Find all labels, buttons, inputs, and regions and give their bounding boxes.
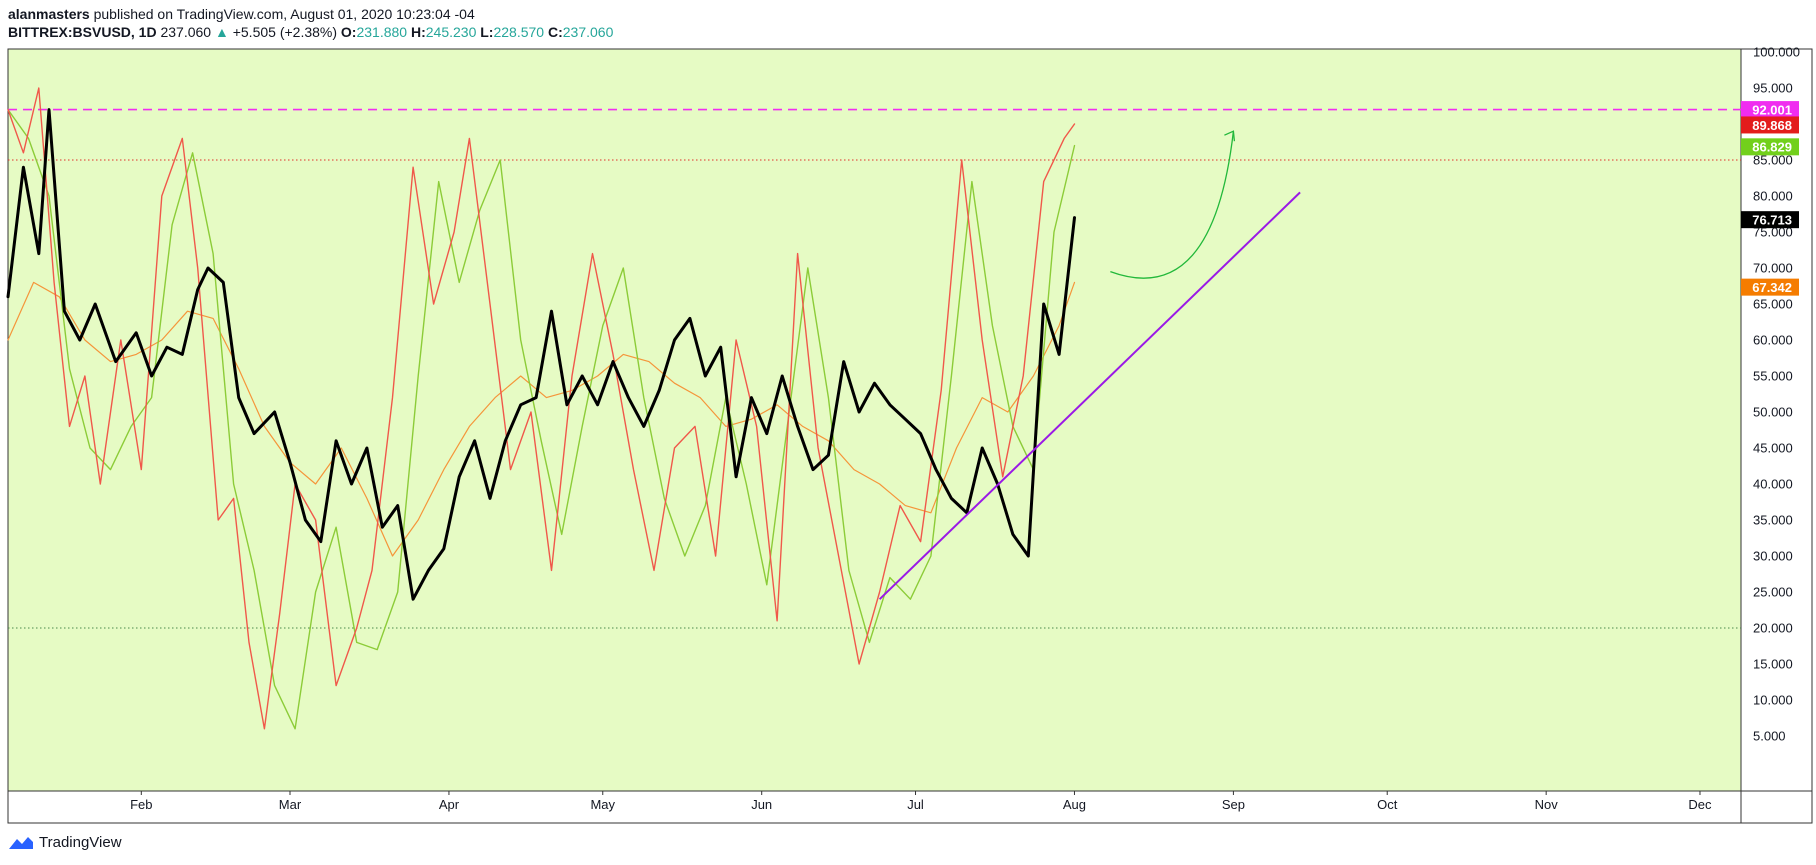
- price-chart[interactable]: 5.000 10.000 15.000 20.000 25.000 30.000 35.00…: [0, 0, 1816, 830]
- open-value: 231.880: [356, 24, 408, 40]
- price-tick: 20.000: [1753, 621, 1793, 636]
- series-line-1: [7, 108, 1076, 730]
- time-tick: Apr: [439, 797, 460, 812]
- price-tick: 80.000: [1753, 189, 1793, 204]
- price-tick: 15.000: [1753, 657, 1793, 672]
- publish-info: alanmasters published on TradingView.com…: [8, 6, 475, 22]
- time-tick: Jun: [751, 797, 772, 812]
- tradingview-logo-icon: [9, 836, 33, 849]
- series-line-0: [7, 281, 1076, 557]
- chart-frame: [7, 48, 1813, 824]
- high-value: 245.230: [425, 24, 477, 40]
- price-tick: 85.000: [1753, 153, 1793, 168]
- price-label-bg: [1741, 278, 1799, 296]
- price-tick: 65.000: [1753, 297, 1793, 312]
- price-tick: 35.000: [1753, 513, 1793, 528]
- price-tick: 70.000: [1753, 261, 1793, 276]
- time-tick: Dec: [1688, 797, 1712, 812]
- price-tick: 75.000: [1753, 225, 1793, 240]
- close-label: C:: [547, 24, 563, 40]
- price-tick: 55.000: [1753, 369, 1793, 384]
- price-tick: 5.000: [1753, 729, 1786, 744]
- price-label: 67.342: [1752, 280, 1792, 295]
- last-price: 237.060: [160, 24, 212, 40]
- price-tick: 40.000: [1753, 477, 1793, 492]
- time-axis[interactable]: Feb Mar Apr May Jun Jul Aug Sep Oct Nov Dec: [130, 791, 1712, 812]
- drawings: [878, 130, 1301, 600]
- arrow-head-icon: [1224, 130, 1236, 142]
- symbol-legend: BITTREX:BSVUSD, 1D 237.060 ▲ +5.505 (+2.…: [8, 24, 613, 40]
- price-label-bg: [1741, 138, 1799, 156]
- price-tick: 45.000: [1753, 441, 1793, 456]
- price-label-bg: [1741, 116, 1799, 134]
- low-label: L:: [480, 24, 494, 40]
- change-up-icon: ▲: [214, 24, 229, 40]
- time-tick: Oct: [1377, 797, 1398, 812]
- projection-arrow: [1110, 131, 1235, 279]
- open-label: O:: [340, 24, 357, 40]
- plot-area[interactable]: [8, 49, 1741, 791]
- series-line-2: [7, 87, 1076, 730]
- price-label-bg: [1741, 101, 1799, 119]
- price-tick: 95.000: [1753, 81, 1793, 96]
- footer-brand: TradingView: [39, 834, 122, 851]
- footer: TradingView: [8, 834, 122, 851]
- author-name[interactable]: alanmasters: [8, 6, 90, 22]
- price-label: 76.713: [1752, 212, 1792, 227]
- high-label: H:: [410, 24, 426, 40]
- price-tick: 100.000: [1753, 45, 1800, 60]
- time-tick: May: [590, 797, 615, 812]
- price-tick: 10.000: [1753, 693, 1793, 708]
- symbol-name: BITTREX:BSVUSD, 1D: [8, 24, 157, 40]
- time-tick: Nov: [1535, 797, 1559, 812]
- time-tick: Aug: [1063, 797, 1086, 812]
- price-label: 92.001: [1752, 102, 1792, 117]
- price-tick: 50.000: [1753, 405, 1793, 420]
- time-tick: Sep: [1222, 797, 1245, 812]
- trendline: [878, 191, 1301, 600]
- series-lines: [6, 87, 1076, 730]
- price-label-bg: [1741, 211, 1799, 229]
- time-tick: Mar: [279, 797, 302, 812]
- published-text: published on TradingView.com, August 01,…: [93, 6, 475, 22]
- low-value: 228.570: [493, 24, 545, 40]
- price-label: 86.829: [1752, 140, 1792, 155]
- time-tick: Feb: [130, 797, 152, 812]
- price-change: +5.505 (+2.38%): [232, 24, 338, 40]
- series-line-3: [6, 108, 1076, 601]
- time-tick: Jul: [907, 797, 924, 812]
- horizontal-levels: [8, 108, 1741, 629]
- price-tick: 25.000: [1753, 585, 1793, 600]
- price-tick: 60.000: [1753, 333, 1793, 348]
- price-tick: 30.000: [1753, 549, 1793, 564]
- price-label: 89.868: [1752, 118, 1792, 133]
- close-value: 237.060: [562, 24, 614, 40]
